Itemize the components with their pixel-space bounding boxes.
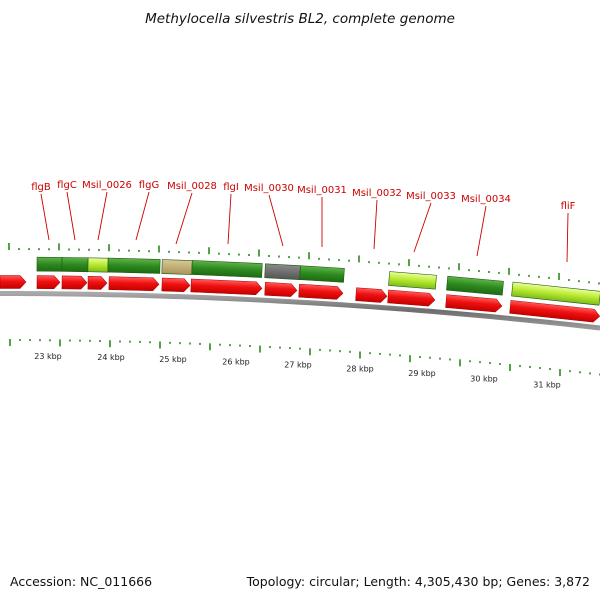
- lower-tick-row: [9, 339, 600, 377]
- gene-leader-line: [175, 192, 193, 245]
- kbp-label: 29 kbp: [408, 369, 436, 378]
- kbp-label: 28 kbp: [346, 364, 374, 373]
- cds-arrow: [264, 282, 298, 297]
- cds-arrow: [509, 300, 600, 323]
- feature-block: [161, 259, 193, 275]
- feature-block: [299, 265, 345, 283]
- cds-track: [0, 275, 600, 323]
- kbp-label: 30 kbp: [470, 375, 498, 384]
- cds-arrow: [355, 287, 388, 303]
- feature-block: [61, 257, 89, 273]
- feature-block: [191, 260, 263, 278]
- cds-arrow: [61, 275, 88, 290]
- cds-arrow: [190, 278, 263, 296]
- feature-block: [388, 271, 437, 290]
- feature-block: [446, 275, 504, 296]
- gene-label: Msil_0030: [244, 183, 294, 194]
- kbp-scale-labels: 23 kbp 24 kbp 25 kbp 26 kbp 27 kbp 28 kbp 29 k…: [34, 352, 561, 389]
- genome-summary-text: Topology: circular; Length: 4,305,430 bp…: [246, 574, 590, 589]
- gene-label: flgB: [31, 182, 51, 193]
- accession-text: Accession: NC_011666: [10, 574, 153, 589]
- feature-block: [264, 263, 301, 280]
- cds-arrow: [0, 275, 27, 289]
- genome-backbone: [0, 291, 600, 331]
- gene-leader-line: [566, 212, 569, 263]
- gene-leader-line: [373, 199, 378, 250]
- gene-label-leaders: [40, 191, 569, 263]
- gene-leader-line: [135, 191, 150, 241]
- cds-arrow: [108, 276, 160, 292]
- gene-label: flgI: [223, 182, 239, 193]
- gene-label: Msil_0031: [297, 185, 347, 196]
- gene-label: Msil_0032: [352, 188, 402, 199]
- kbp-label: 24 kbp: [97, 353, 125, 362]
- cds-arrow: [161, 277, 191, 293]
- gene-leader-line: [476, 205, 487, 257]
- gene-leader-line: [227, 193, 232, 245]
- kbp-label: 23 kbp: [34, 352, 62, 361]
- feature-track: [36, 256, 600, 306]
- gene-labels: flgB flgC Msil_0026 flgG Msil_0028 flgI Msil_0…: [31, 180, 575, 212]
- gene-label: Msil_0026: [82, 180, 132, 191]
- gene-label: Msil_0034: [461, 194, 511, 205]
- gene-label: flgC: [57, 180, 77, 191]
- gene-leader-line: [40, 193, 50, 241]
- gene-leader-line: [97, 191, 108, 241]
- gene-leader-line: [268, 194, 284, 247]
- feature-block: [107, 257, 161, 274]
- gene-label: flgG: [139, 180, 159, 191]
- feature-block: [87, 257, 109, 273]
- kbp-label: 27 kbp: [284, 361, 312, 370]
- kbp-label: 31 kbp: [533, 381, 561, 390]
- cds-arrow: [298, 283, 344, 300]
- gene-leader-line: [66, 191, 76, 241]
- kbp-label: 25 kbp: [159, 355, 187, 364]
- cds-arrow: [36, 275, 61, 290]
- feature-block: [36, 256, 63, 272]
- kbp-label: 26 kbp: [222, 357, 250, 366]
- genome-title: Methylocella silvestris BL2, complete ge…: [145, 11, 455, 27]
- cds-arrow: [87, 276, 108, 290]
- cds-arrow: [387, 289, 436, 307]
- gene-label: fliF: [561, 201, 576, 212]
- upper-tick-row: [8, 243, 600, 285]
- cds-arrow: [445, 294, 503, 313]
- gene-leader-line: [413, 202, 432, 253]
- gene-label: Msil_0033: [406, 191, 456, 202]
- gene-label: Msil_0028: [167, 181, 217, 192]
